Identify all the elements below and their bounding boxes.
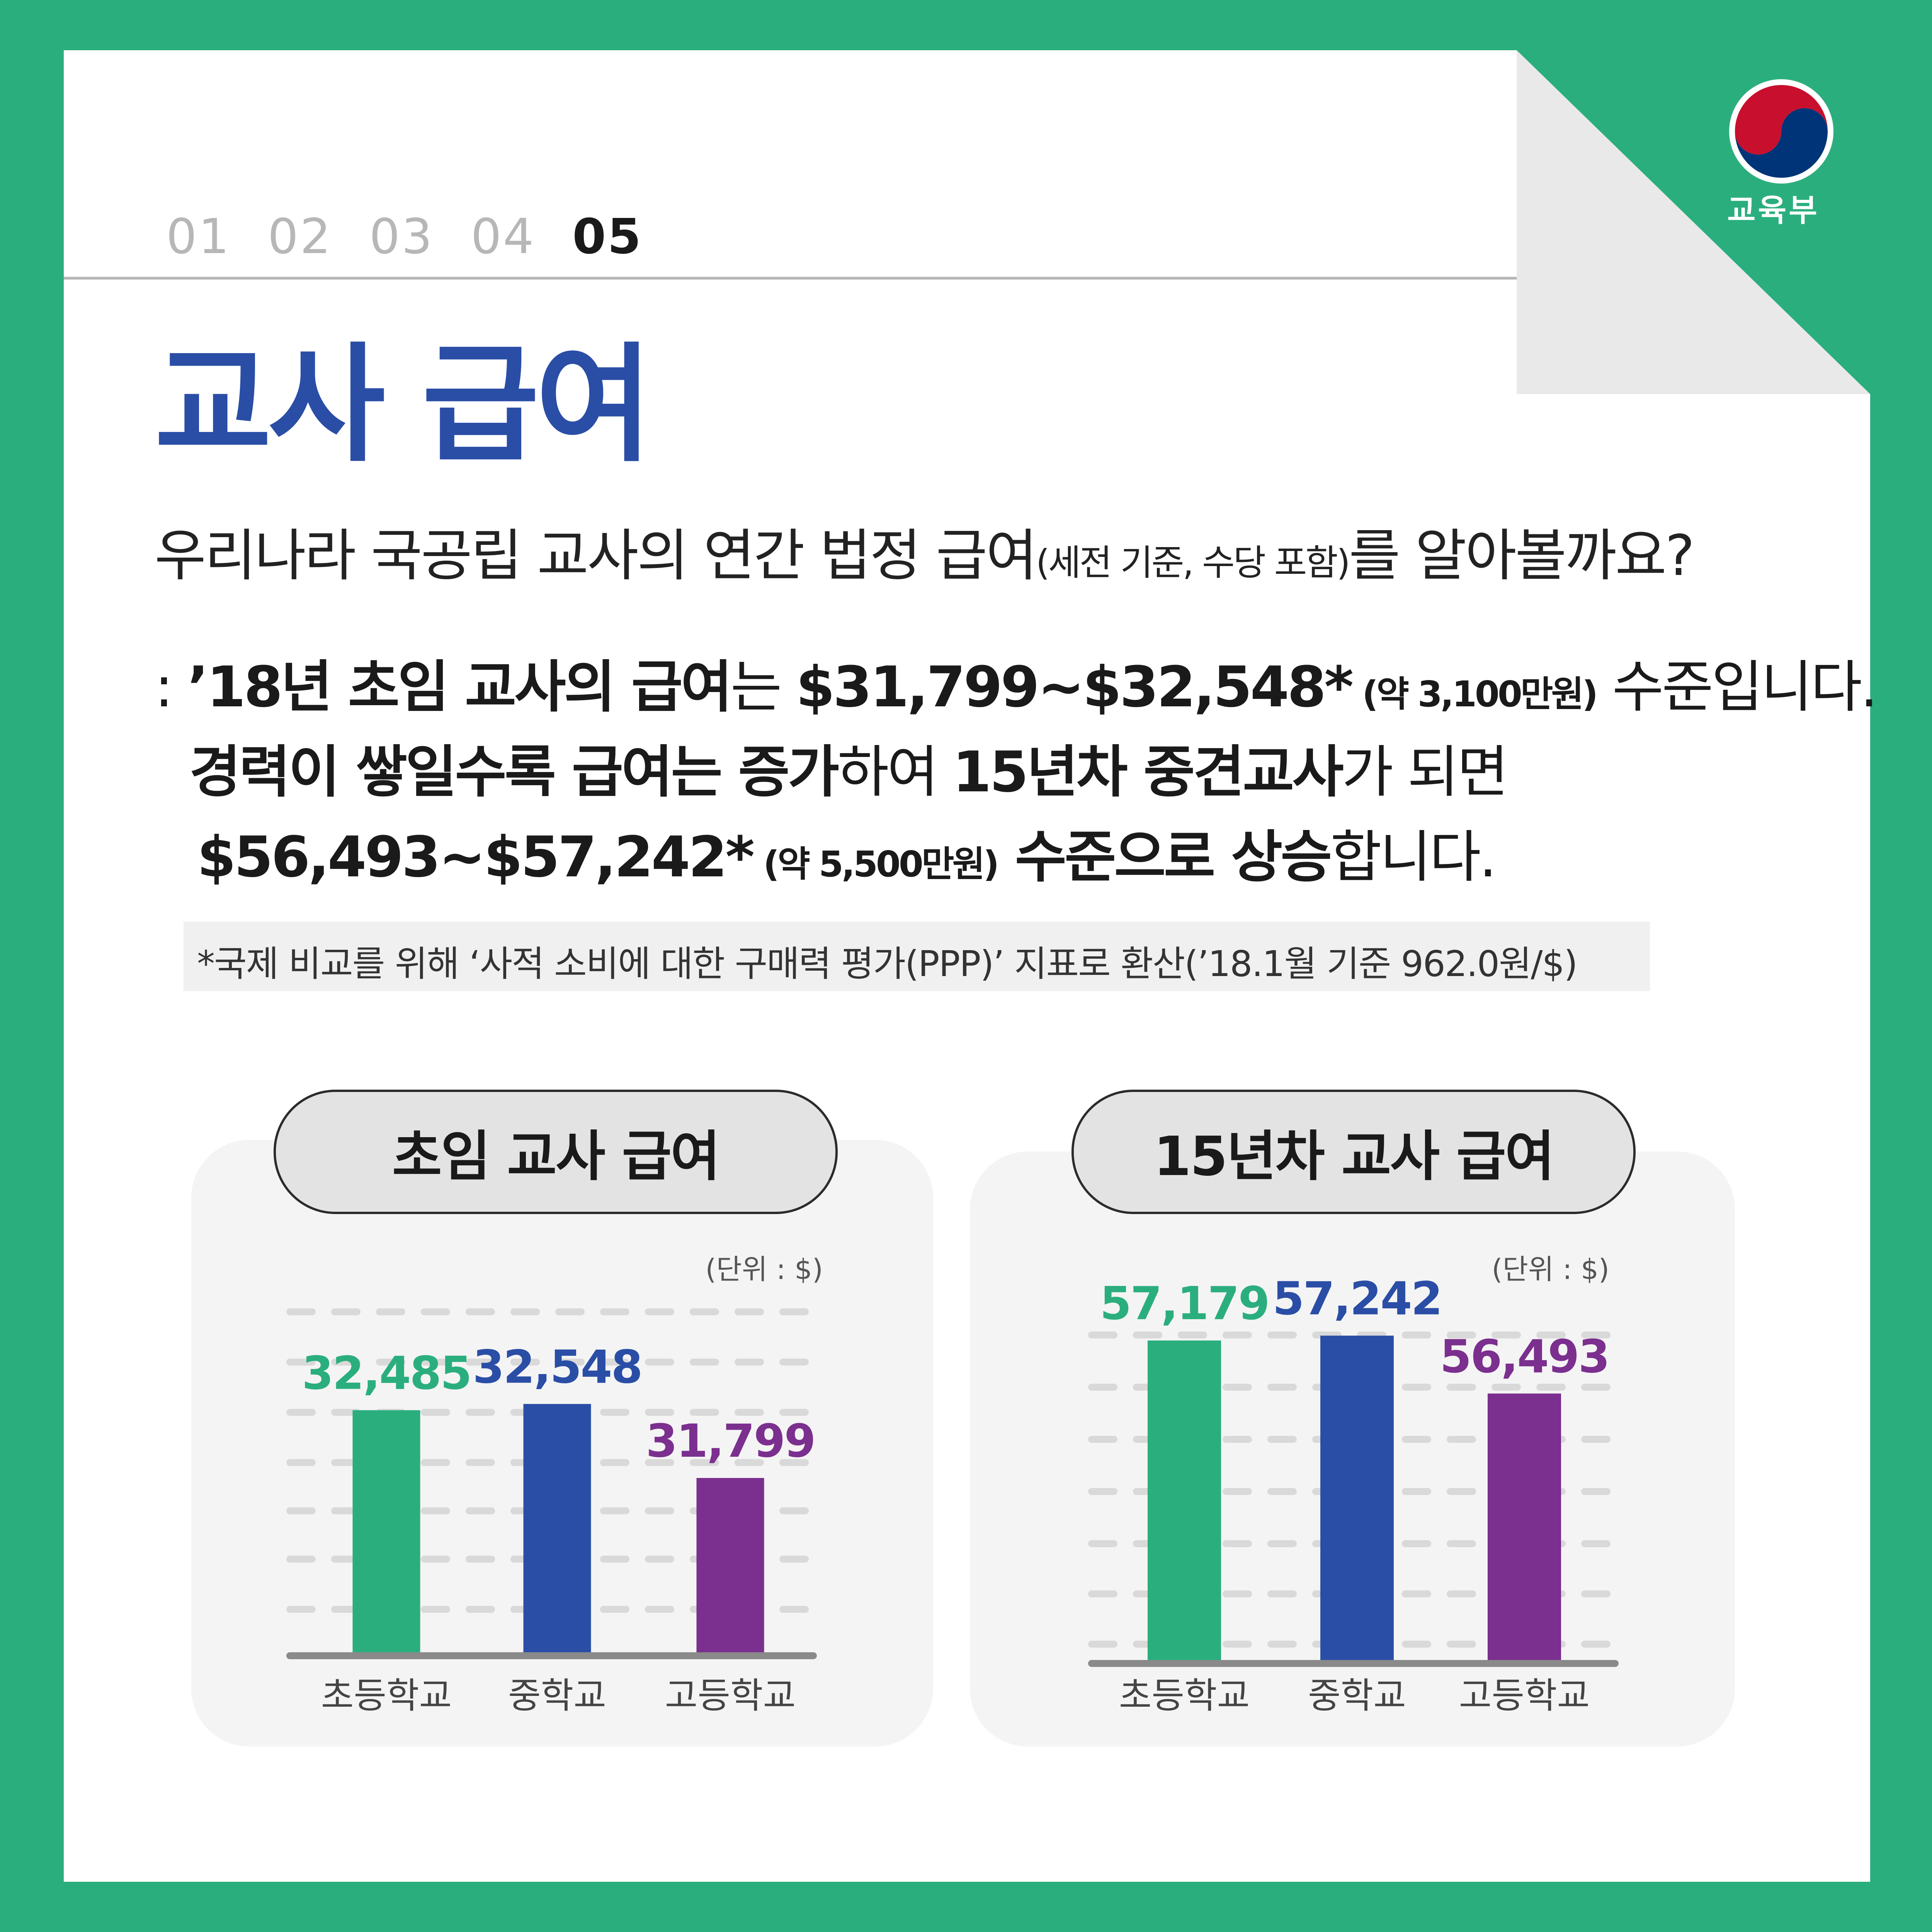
page-indicator: 01 02 03 04 05	[166, 209, 663, 265]
bar-value-label: 56,493	[1440, 1330, 1609, 1383]
body-increase: 경력이 쌓일수록 급여는 증가	[189, 740, 839, 805]
page-number[interactable]: 02	[267, 209, 332, 265]
body-starting-range: $31,799~$32,548*	[796, 655, 1354, 720]
body-15-year-range: $56,493~$57,242*	[197, 825, 755, 890]
page-title: 교사 급여	[155, 331, 653, 479]
category-label: 중학교	[1308, 1675, 1406, 1716]
page-number-active[interactable]: 05	[572, 209, 643, 265]
logo-label: 교육부	[1727, 192, 1820, 228]
footnote: *국제 비교를 위해 ‘사적 소비에 대한 구매력 평가(PPP)’ 지표로 환…	[197, 943, 1578, 985]
chart-title-starting: 초임 교사 급여	[274, 1090, 838, 1214]
unit-label: (단위 : $)	[706, 1253, 823, 1286]
bar-value-label: 57,242	[1272, 1272, 1441, 1325]
bar	[1488, 1393, 1561, 1663]
body-suffix: 합니다.	[1330, 825, 1497, 890]
body-15-year-teacher: 15년차 중견교사	[952, 740, 1344, 805]
unit-label: (단위 : $)	[1492, 1253, 1610, 1286]
category-label: 초등학교	[1119, 1675, 1250, 1716]
body-line-3: $56,493~$57,242* (약 5,500만원) 수준으로 상승합니다.	[197, 811, 1497, 893]
category-label: 고등학교	[665, 1675, 796, 1716]
bar-value-label: 31,799	[646, 1414, 815, 1468]
body-rise: 수준으로 상승	[997, 825, 1332, 890]
bar-value-label: 32,485	[302, 1347, 471, 1400]
intro-note: (세전 기준, 수당 포함)	[1036, 542, 1350, 583]
body-connector: 하여	[837, 740, 953, 805]
body-connector: 는	[730, 655, 796, 720]
intro-text: 우리나라 국공립 교사의 연간 법정 급여(세전 기준, 수당 포함)를 알아볼…	[155, 510, 1695, 591]
page-number[interactable]: 04	[471, 209, 536, 265]
page-number[interactable]: 01	[166, 209, 231, 265]
taeguk-emblem-icon	[1729, 79, 1833, 184]
bar-value-label: 57,179	[1100, 1277, 1269, 1330]
chart-title-15-year: 15년차 교사 급여	[1071, 1090, 1636, 1214]
bar	[1148, 1340, 1221, 1663]
category-label: 중학교	[508, 1675, 606, 1716]
ministry-logo: 교육부	[1723, 73, 1839, 228]
bar	[1320, 1335, 1394, 1663]
bar	[352, 1410, 420, 1656]
body-line-2: 경력이 쌓일수록 급여는 증가하여 15년차 중견교사가 되면	[189, 726, 1509, 808]
body-15-year-krw: (약 5,500만원)	[753, 844, 999, 885]
body-line-1: : ’18년 초임 교사의 급여는 $31,799~$32,548* (약 3,…	[155, 641, 1878, 723]
intro-main: 우리나라 국공립 교사의 연간 법정 급여	[155, 523, 1037, 588]
category-label: 초등학교	[321, 1675, 452, 1716]
page-number[interactable]: 03	[369, 209, 434, 265]
body-suffix: 가 되면	[1342, 740, 1509, 805]
bar	[696, 1478, 764, 1656]
bar	[523, 1404, 591, 1656]
body-prefix: :	[155, 655, 187, 720]
body-suffix: 수준입니다.	[1596, 655, 1878, 720]
footnote-box	[184, 922, 1650, 991]
category-label: 고등학교	[1459, 1675, 1590, 1716]
intro-tail: 를 알아볼까요?	[1349, 523, 1695, 588]
body-starting-krw: (약 3,100만원)	[1352, 673, 1598, 715]
bar-value-label: 32,548	[473, 1340, 641, 1393]
body-starting-salary: ’18년 초임 교사의 급여	[187, 655, 733, 720]
